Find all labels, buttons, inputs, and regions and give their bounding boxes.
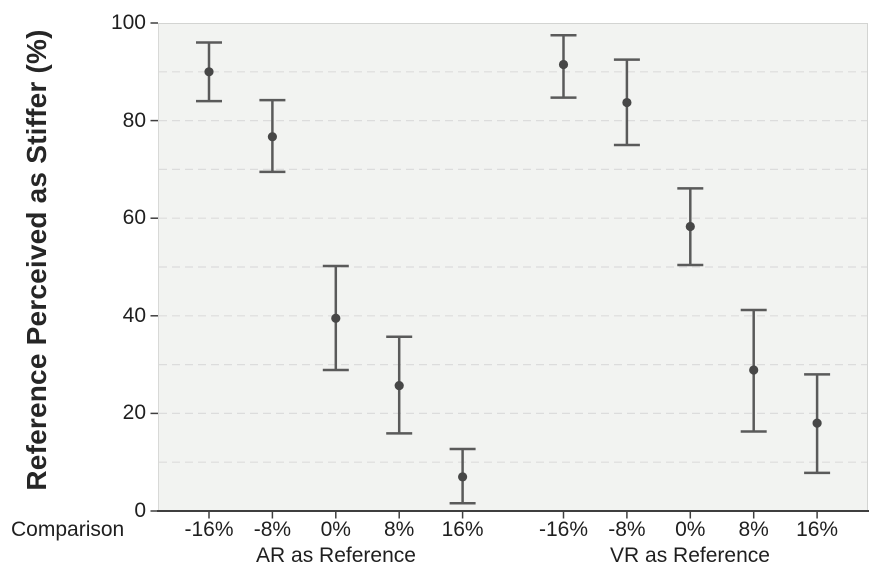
group-label-ar: AR as Reference bbox=[256, 544, 416, 567]
y-tick-label: 0 bbox=[134, 499, 146, 522]
data-point bbox=[394, 380, 404, 391]
data-point bbox=[622, 97, 632, 108]
data-point bbox=[749, 365, 759, 375]
y-tick-label: 40 bbox=[122, 303, 146, 327]
group-label-vr: VR as Reference bbox=[610, 544, 770, 567]
x-tick-label: 16% bbox=[796, 518, 839, 541]
x-tick-label: -16% bbox=[184, 518, 234, 541]
y-tick-label: 60 bbox=[122, 206, 146, 230]
x-tick-label: 8% bbox=[384, 518, 415, 541]
data-point bbox=[812, 418, 822, 428]
data-point bbox=[458, 472, 468, 482]
x-tick-label: -8% bbox=[253, 518, 292, 541]
x-tick-label: -16% bbox=[538, 518, 589, 541]
x-tick-label: 8% bbox=[738, 518, 769, 541]
x-axis-title: Comparison bbox=[11, 518, 125, 541]
data-point bbox=[558, 59, 569, 70]
x-tick-label: 0% bbox=[675, 518, 706, 541]
data-point bbox=[685, 221, 695, 232]
y-tick-label: 80 bbox=[122, 108, 146, 132]
x-tick-label: 0% bbox=[320, 518, 351, 541]
x-tick-label: -8% bbox=[608, 518, 646, 541]
data-point bbox=[267, 132, 277, 142]
y-tick-label: 20 bbox=[122, 401, 146, 425]
data-point bbox=[204, 67, 214, 77]
y-tick-label: 100 bbox=[110, 11, 146, 34]
data-point bbox=[331, 313, 341, 323]
x-tick-label: 16% bbox=[441, 518, 484, 541]
